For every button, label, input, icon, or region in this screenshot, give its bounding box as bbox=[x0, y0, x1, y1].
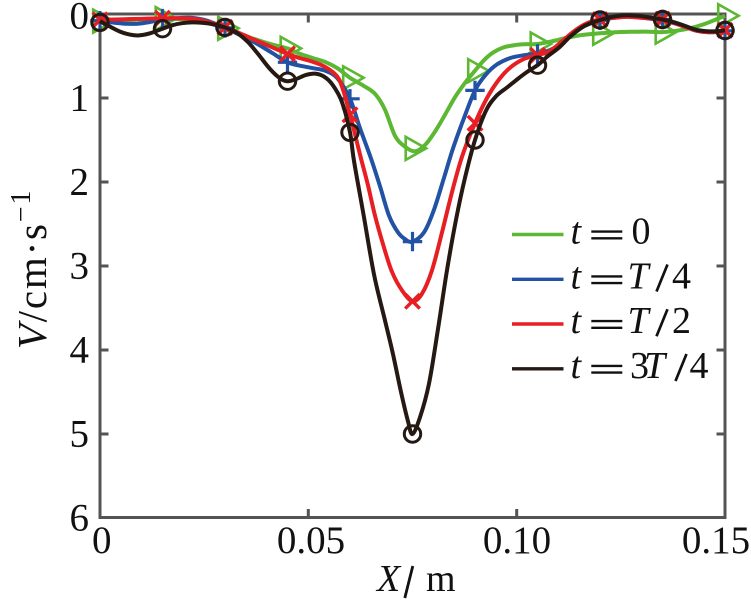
svg-text:X: X bbox=[375, 558, 402, 600]
svg-text:4: 4 bbox=[70, 328, 90, 371]
svg-text:T: T bbox=[628, 300, 652, 342]
svg-text:V/cm·s−1: V/cm·s−1 bbox=[6, 189, 55, 349]
svg-text:t: t bbox=[571, 345, 583, 387]
svg-text:5: 5 bbox=[70, 412, 90, 455]
svg-text:2: 2 bbox=[672, 300, 691, 342]
svg-text:m: m bbox=[426, 558, 456, 600]
svg-text:0.15: 0.15 bbox=[682, 519, 750, 562]
svg-text:0.10: 0.10 bbox=[483, 519, 551, 562]
svg-text:1: 1 bbox=[70, 76, 90, 119]
svg-text:3: 3 bbox=[630, 345, 649, 387]
svg-text:t: t bbox=[571, 300, 583, 342]
svg-text:0.05: 0.05 bbox=[277, 519, 345, 562]
svg-text:0: 0 bbox=[92, 519, 112, 562]
svg-text:0: 0 bbox=[70, 0, 90, 38]
svg-text:T: T bbox=[644, 345, 668, 387]
svg-text:0: 0 bbox=[632, 211, 651, 253]
svg-text:2: 2 bbox=[70, 160, 90, 203]
svg-text:t: t bbox=[571, 256, 583, 298]
svg-text:T: T bbox=[628, 256, 652, 298]
svg-text:6: 6 bbox=[70, 496, 90, 539]
svg-text:4: 4 bbox=[672, 256, 691, 298]
svg-text:3: 3 bbox=[70, 244, 90, 287]
svg-text:t: t bbox=[571, 211, 583, 253]
svg-text:4: 4 bbox=[690, 345, 709, 387]
